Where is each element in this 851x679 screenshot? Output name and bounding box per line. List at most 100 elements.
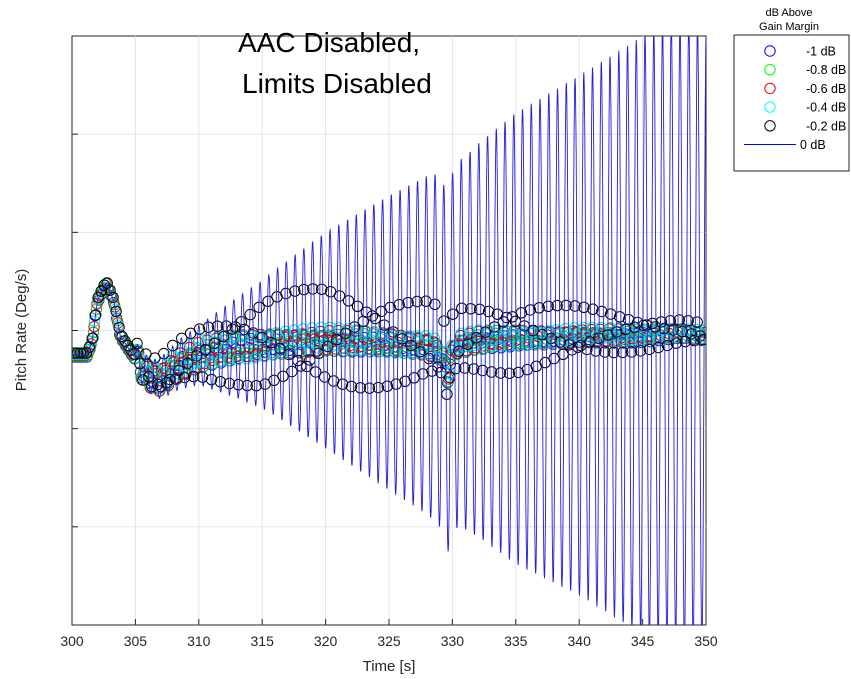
series-point bbox=[652, 333, 664, 345]
legend-label: -0.2 dB bbox=[806, 119, 846, 133]
series-point bbox=[351, 324, 363, 336]
series-point bbox=[679, 335, 691, 348]
series-point bbox=[369, 326, 381, 339]
series-point bbox=[442, 373, 455, 385]
series-point bbox=[599, 346, 611, 358]
series-point bbox=[512, 366, 525, 379]
series-point bbox=[276, 348, 289, 360]
series-point bbox=[697, 334, 706, 346]
series-point bbox=[183, 341, 196, 354]
x-tick-label: 320 bbox=[314, 633, 338, 649]
series-point bbox=[447, 308, 459, 320]
series-point bbox=[691, 316, 703, 328]
series-point bbox=[468, 363, 480, 375]
series-point bbox=[223, 354, 235, 367]
legend-title-line-2: Gain Margin bbox=[759, 21, 819, 33]
series-point bbox=[419, 330, 432, 342]
series-point bbox=[605, 308, 617, 320]
series-point bbox=[577, 321, 589, 334]
series-point bbox=[205, 356, 217, 368]
series-point bbox=[74, 347, 87, 359]
series-point bbox=[297, 323, 309, 335]
series-point bbox=[223, 377, 236, 390]
series-point bbox=[201, 339, 213, 351]
annotation-line-2: Limits Disabled bbox=[242, 68, 432, 99]
series-point bbox=[614, 311, 626, 323]
x-axis-label: Time [s] bbox=[363, 658, 416, 675]
legend-label: 0 dB bbox=[800, 138, 826, 152]
series-point bbox=[587, 303, 599, 315]
x-ticks: 300 305 310 315 320 325 330 335 340 345 350 bbox=[60, 619, 718, 649]
legend-label: -0.4 dB bbox=[806, 101, 846, 115]
series-point bbox=[167, 339, 179, 352]
series-point bbox=[438, 315, 450, 327]
series-point bbox=[494, 367, 507, 379]
series-point bbox=[229, 330, 241, 342]
x-tick-label: 300 bbox=[60, 633, 84, 649]
series-point bbox=[428, 332, 440, 344]
series-point bbox=[227, 336, 239, 348]
x-tick-label: 325 bbox=[377, 633, 401, 649]
series-point bbox=[491, 324, 503, 336]
series-point bbox=[634, 334, 646, 346]
series-point bbox=[131, 337, 143, 350]
legend-box bbox=[733, 34, 850, 172]
series-point bbox=[696, 332, 706, 345]
series-point bbox=[249, 352, 262, 364]
series-point bbox=[565, 335, 578, 347]
series-point bbox=[232, 353, 244, 366]
series-point bbox=[459, 362, 471, 374]
y-axis-label: Pitch Rate (Deg/s) bbox=[13, 269, 30, 392]
series-point bbox=[372, 346, 384, 358]
legend-title-line-1: dB Above bbox=[765, 7, 812, 19]
series-point bbox=[91, 297, 103, 310]
series-point bbox=[214, 355, 226, 368]
series-point bbox=[617, 346, 629, 359]
series-point bbox=[524, 304, 536, 316]
series-point bbox=[345, 380, 358, 393]
series-point bbox=[206, 358, 219, 370]
series-point bbox=[363, 382, 376, 394]
series-point bbox=[503, 367, 516, 379]
series-point bbox=[90, 303, 103, 315]
series-point bbox=[83, 341, 96, 353]
series-point bbox=[482, 324, 494, 336]
series-point bbox=[354, 382, 367, 394]
legend-item: -1 dB bbox=[764, 45, 836, 59]
series-point bbox=[673, 314, 685, 326]
legend-label: -1 dB bbox=[806, 45, 836, 59]
x-tick-label: 340 bbox=[568, 633, 592, 649]
series-point bbox=[661, 339, 674, 352]
series-point bbox=[560, 299, 572, 312]
series-point bbox=[625, 346, 638, 358]
series-point bbox=[288, 324, 300, 336]
legend-marker bbox=[764, 45, 776, 57]
series-point bbox=[429, 298, 441, 310]
series-point bbox=[482, 305, 495, 318]
series-point bbox=[398, 347, 411, 360]
series-point bbox=[596, 305, 608, 318]
series-point bbox=[149, 352, 161, 364]
series-point bbox=[176, 332, 188, 344]
series-point bbox=[110, 305, 122, 317]
series-point bbox=[604, 322, 616, 334]
series-point bbox=[542, 300, 554, 312]
legend-item: -0.6 dB bbox=[764, 82, 846, 96]
series-point bbox=[80, 347, 93, 359]
legend-label: -0.6 dB bbox=[806, 82, 846, 96]
series-point bbox=[280, 287, 292, 300]
series-point bbox=[107, 291, 119, 304]
series-point bbox=[381, 346, 393, 359]
series-point bbox=[451, 347, 464, 359]
legend-item: -0.2 dB bbox=[764, 119, 846, 133]
x-tick-label: 305 bbox=[124, 633, 148, 649]
series-point bbox=[381, 380, 393, 392]
series-point bbox=[137, 374, 149, 386]
series-point bbox=[77, 347, 90, 359]
series-point bbox=[372, 381, 384, 394]
series-point bbox=[88, 315, 101, 327]
series-point bbox=[521, 339, 533, 351]
series-point bbox=[634, 345, 647, 357]
series-point bbox=[530, 339, 542, 351]
